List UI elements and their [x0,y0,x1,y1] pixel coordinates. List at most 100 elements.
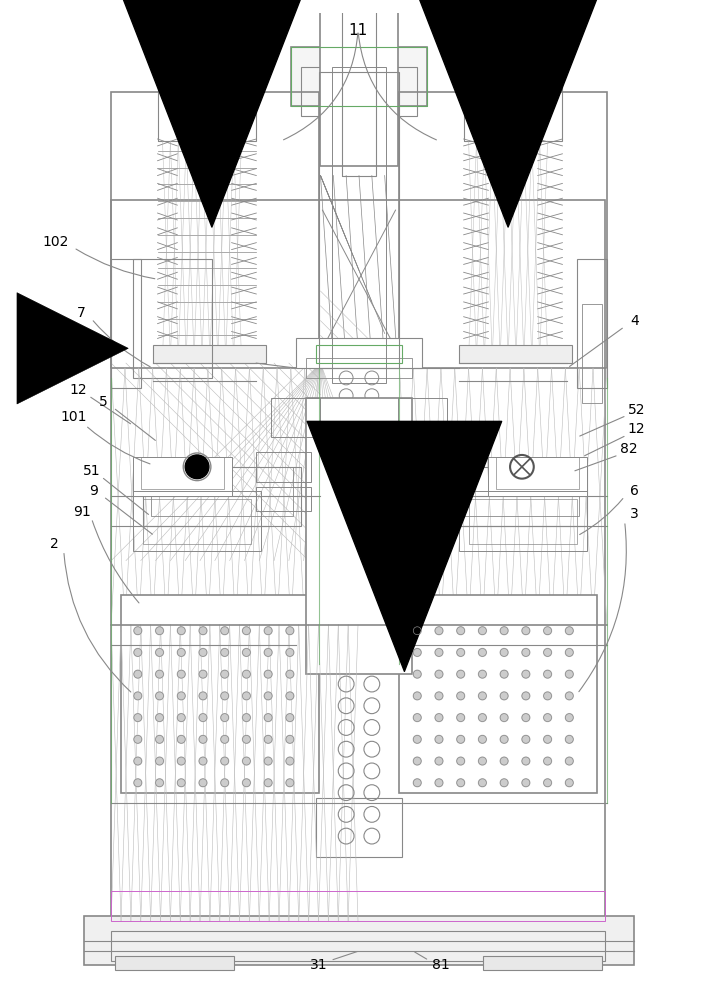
Bar [115,956,234,970]
Circle shape [566,648,574,656]
Circle shape [264,735,272,743]
Text: 82: 82 [619,442,637,456]
Circle shape [413,714,421,722]
Bar [315,798,402,857]
Circle shape [500,735,508,743]
Bar [488,457,587,496]
Circle shape [134,692,142,700]
Circle shape [457,735,465,743]
Circle shape [478,779,486,787]
Circle shape [177,735,185,743]
Circle shape [413,627,421,635]
Circle shape [457,757,465,765]
Bar [305,398,412,674]
Text: 31: 31 [310,958,328,972]
Circle shape [199,692,207,700]
Circle shape [242,627,250,635]
Circle shape [457,779,465,787]
Circle shape [286,757,294,765]
Circle shape [134,670,142,678]
Bar [469,499,577,544]
Circle shape [177,670,185,678]
Circle shape [522,670,530,678]
Circle shape [478,627,486,635]
Circle shape [242,757,250,765]
Text: 2: 2 [49,537,58,551]
Text: 102: 102 [43,235,69,249]
Circle shape [156,670,163,678]
Circle shape [134,627,142,635]
Circle shape [543,735,551,743]
Circle shape [199,714,207,722]
Circle shape [221,627,229,635]
Circle shape [134,735,142,743]
Circle shape [156,627,163,635]
Bar [305,358,412,378]
Bar [256,487,310,511]
Circle shape [264,648,272,656]
Circle shape [435,627,443,635]
Circle shape [242,670,250,678]
Bar [296,338,422,368]
Text: 52: 52 [627,403,645,417]
Bar [121,595,318,793]
Circle shape [199,735,207,743]
Bar [315,345,402,363]
Bar [158,0,256,141]
Circle shape [199,779,207,787]
Text: 6: 6 [630,484,639,498]
Bar [320,0,397,166]
Circle shape [156,757,163,765]
Circle shape [199,648,207,656]
Circle shape [286,714,294,722]
Bar [496,457,579,489]
Circle shape [286,627,294,635]
Circle shape [264,779,272,787]
Bar [133,259,212,378]
Circle shape [286,735,294,743]
Circle shape [242,648,250,656]
Circle shape [522,648,530,656]
Circle shape [543,627,551,635]
Bar [459,491,587,551]
Circle shape [134,648,142,656]
Circle shape [435,670,443,678]
Bar [111,200,605,921]
Bar [83,916,635,965]
Bar [256,452,310,482]
Circle shape [242,714,250,722]
Circle shape [522,627,530,635]
Text: 1: 1 [49,335,58,349]
Bar [483,956,602,970]
Bar [111,891,605,921]
Circle shape [435,757,443,765]
Bar [577,259,607,388]
Circle shape [413,648,421,656]
Circle shape [413,735,421,743]
Circle shape [413,757,421,765]
Circle shape [522,779,530,787]
Circle shape [457,670,465,678]
Circle shape [177,779,185,787]
Text: 12: 12 [627,422,645,436]
Circle shape [543,779,551,787]
Bar [407,487,462,511]
Circle shape [543,692,551,700]
Circle shape [543,670,551,678]
Circle shape [177,692,185,700]
Circle shape [177,627,185,635]
Circle shape [543,648,551,656]
Circle shape [435,648,443,656]
Bar [399,595,597,793]
Bar [397,398,447,437]
Text: 9: 9 [89,484,98,498]
Text: 11: 11 [348,23,368,38]
Bar [399,92,607,368]
Circle shape [221,735,229,743]
Circle shape [177,757,185,765]
Bar [271,398,320,437]
Circle shape [522,757,530,765]
Text: 3: 3 [630,507,639,521]
Circle shape [134,757,142,765]
Text: 91: 91 [72,505,90,519]
